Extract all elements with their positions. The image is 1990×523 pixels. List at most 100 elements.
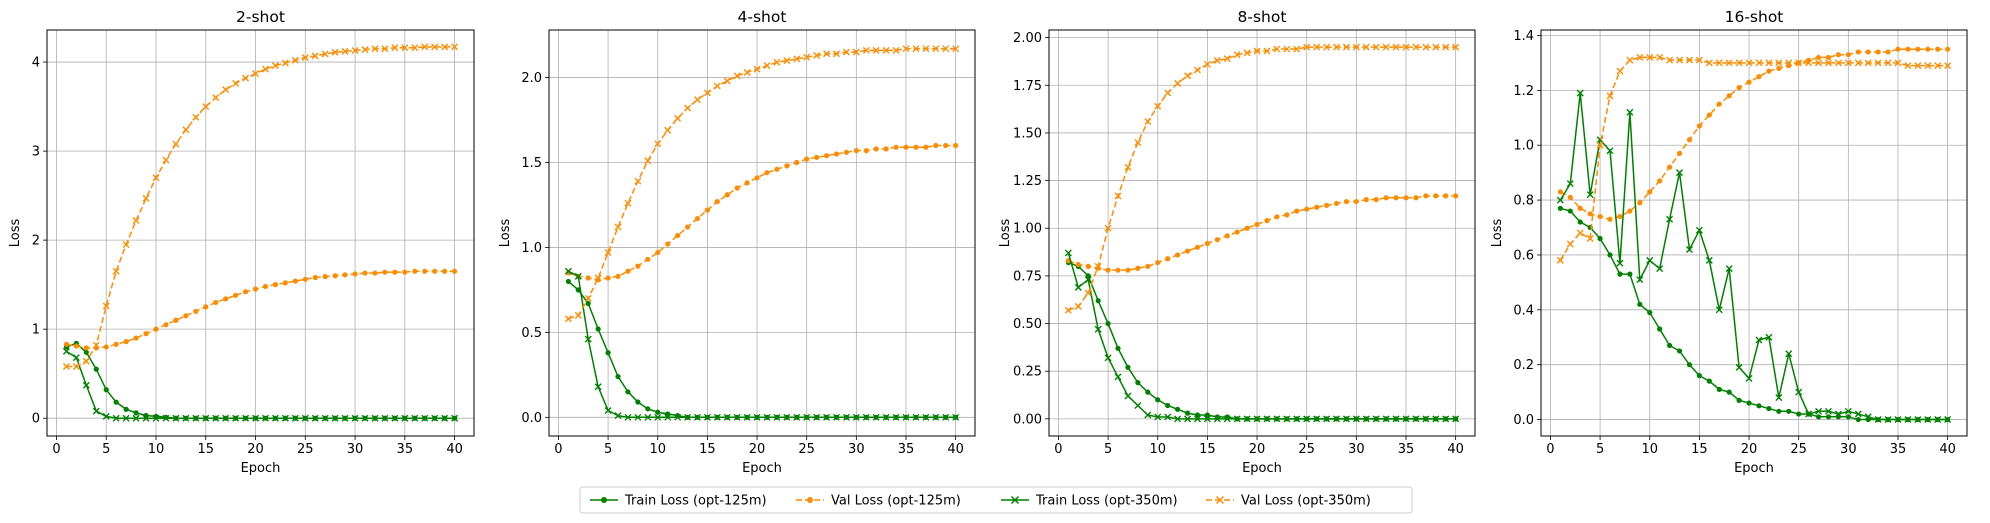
x-tick-label: 40 <box>1447 442 1464 457</box>
data-point <box>352 271 358 277</box>
data-point <box>883 146 889 152</box>
data-point <box>1333 200 1340 207</box>
data-point <box>213 299 219 306</box>
data-point <box>763 62 771 70</box>
data-point <box>1925 46 1931 52</box>
data-point <box>1115 267 1121 273</box>
data-point <box>1184 415 1192 423</box>
data-point <box>1393 195 1399 201</box>
x-tick-label: 30 <box>1840 442 1857 457</box>
data-point <box>172 414 180 422</box>
data-point <box>1825 54 1832 61</box>
axes-frame <box>1540 29 1968 437</box>
subplot-16-shot: 0 5 10 15 20 25 30 35 40 0.0 0.2 0.4 0.6 0.8 1.0 1.2 1.4… <box>1490 8 1968 476</box>
data-point <box>103 344 109 350</box>
data-point <box>1253 415 1261 423</box>
data-point <box>351 46 359 54</box>
data-point <box>382 269 388 275</box>
data-point <box>1382 43 1390 51</box>
data-point <box>704 207 710 213</box>
data-point <box>391 414 399 422</box>
legend-frame <box>579 486 1413 514</box>
data-point <box>142 194 150 202</box>
data-point <box>82 381 90 389</box>
series-Train Loss (opt-350m) <box>62 347 459 422</box>
data-point <box>1696 373 1702 379</box>
y-tick-label: 1.0 <box>1513 139 1534 154</box>
data-point <box>565 278 571 285</box>
data-point <box>182 414 190 422</box>
data-point <box>242 414 250 422</box>
data-point <box>1273 45 1281 53</box>
data-point <box>1715 306 1723 314</box>
data-point <box>604 407 612 415</box>
x-tick-label: 15 <box>197 442 214 457</box>
data-point <box>321 414 329 422</box>
data-point <box>615 273 621 279</box>
data-point <box>703 89 711 97</box>
data-point <box>1084 276 1092 284</box>
data-point <box>1686 137 1693 143</box>
legend-marker <box>807 497 813 503</box>
data-point <box>1332 415 1340 423</box>
data-point <box>1402 415 1410 423</box>
data-point <box>605 275 611 281</box>
series-Val Loss (opt-350m) <box>1064 43 1460 314</box>
gridlines <box>43 30 474 440</box>
data-point <box>113 399 119 405</box>
data-point <box>793 413 801 421</box>
data-point <box>301 54 309 62</box>
data-point <box>713 82 721 90</box>
data-point <box>92 407 100 415</box>
axes-frame <box>548 29 976 437</box>
data-point <box>873 146 879 152</box>
data-point <box>1854 410 1862 418</box>
subplot-2-shot: 0 5 10 15 20 25 30 35 40 0 1 2 3 4 2-shot Epoch Loss <box>8 8 475 476</box>
data-point <box>1233 415 1241 423</box>
data-point <box>1606 92 1614 100</box>
data-point <box>351 414 359 422</box>
data-point <box>933 142 939 149</box>
data-point <box>1706 112 1712 118</box>
data-point <box>1647 309 1653 316</box>
y-axis-label: Loss <box>8 219 23 248</box>
data-point <box>1815 407 1823 415</box>
data-point <box>1636 276 1644 284</box>
data-point <box>1875 49 1881 55</box>
data-point <box>193 308 199 314</box>
legend-entry: Train Loss (opt-125m) <box>590 494 767 509</box>
data-point <box>1705 256 1713 264</box>
data-point <box>714 198 720 205</box>
x-axis-label: Epoch <box>1734 461 1774 476</box>
y-tick-label: 0.8 <box>1513 194 1534 209</box>
subplot-panels: 0 5 10 15 20 25 30 35 40 0 1 2 3 4 2-shot Epoch Loss 0 5 10… <box>8 8 1968 476</box>
data-point <box>693 96 701 104</box>
data-point <box>1745 59 1753 67</box>
data-point <box>882 413 890 421</box>
data-point <box>922 413 930 421</box>
data-point <box>654 140 662 148</box>
data-point <box>381 45 389 53</box>
data-point <box>803 53 811 61</box>
data-point <box>1746 79 1752 85</box>
data-point <box>1914 62 1922 70</box>
data-point <box>1716 386 1722 392</box>
data-point <box>1796 411 1802 417</box>
data-point <box>361 46 369 54</box>
x-tick-label: 15 <box>1691 442 1708 457</box>
data-point <box>1695 56 1703 64</box>
data-point <box>102 412 110 420</box>
x-tick-label: 25 <box>297 442 314 457</box>
data-point <box>1343 198 1350 205</box>
data-point <box>202 103 210 111</box>
data-point <box>1214 237 1220 243</box>
gridlines <box>1537 30 1967 440</box>
x-tick-label: 25 <box>1298 442 1315 457</box>
data-point <box>655 409 661 415</box>
data-point <box>212 414 220 422</box>
data-point <box>1204 412 1210 418</box>
data-point <box>1626 108 1634 116</box>
data-point <box>952 45 960 53</box>
data-point <box>222 86 230 94</box>
